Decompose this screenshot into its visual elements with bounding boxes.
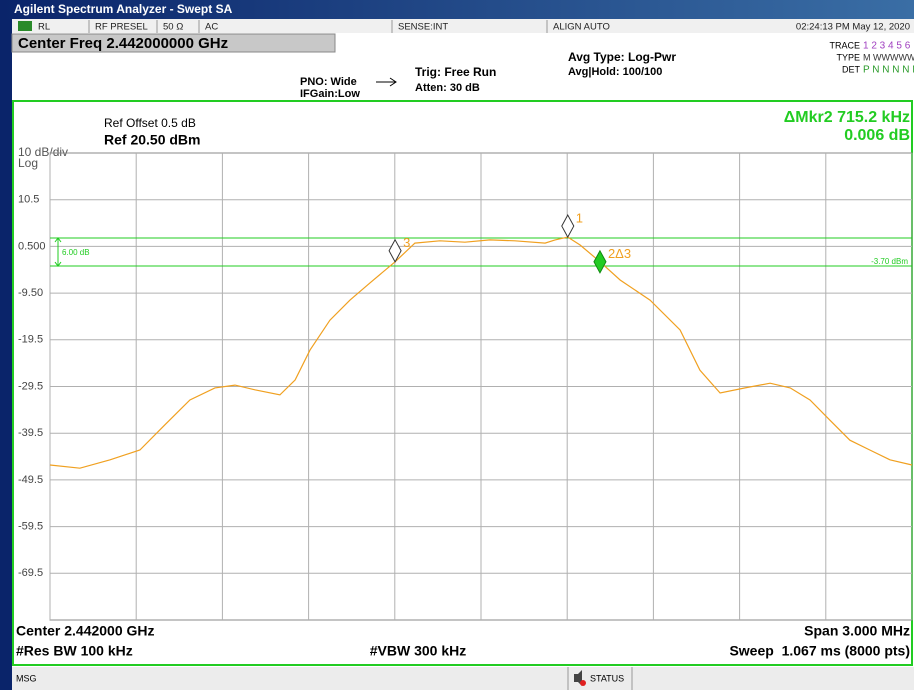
scale-type: Log [18,156,38,170]
y-tick-label: -49.5 [18,474,43,486]
status-items: RL RF PRESEL 50 Ω AC SENSE:INT ALIGN AUTO 02:2… [38,20,910,33]
status-item: 02:24:13 PM May 12, 2020 [796,22,910,33]
center-freq: Center Freq 2.442000000 GHz [18,35,228,52]
status-item: 50 Ω [163,22,183,33]
window-title: Agilent Spectrum Analyzer - Swept SA [14,2,233,16]
status-item: RF PRESEL [95,22,148,33]
status-item: AC [205,22,218,33]
ref-offset: Ref Offset 0.5 dB [104,116,196,130]
trace [49,236,913,469]
avg-hold: Avg|Hold: 100/100 [568,66,662,78]
marker-label: 2Δ3 [608,246,631,261]
display-offset-label: 6.00 dB [62,248,90,257]
status-icon [18,21,32,31]
y-tick-label: -29.5 [18,380,43,392]
status-item: ALIGN AUTO [553,22,610,33]
det-value: P N N N N N [863,65,914,76]
msg: MSG [16,673,37,683]
footer-sweep: Sweep 1.067 ms (8000 pts) [729,643,910,659]
display-line-label: -3.70 dBm [871,257,908,266]
y-tick-label: -19.5 [18,334,43,346]
marker-readout: ΔMkr2 715.2 kHz [784,109,910,126]
y-tick-label: -9.50 [18,287,43,299]
marker [593,249,607,274]
y-tick-label: -59.5 [18,521,43,533]
offset-arrow [54,237,62,267]
y-tick-label: -39.5 [18,427,43,439]
footer-span: Span 3.000 MHz [804,623,910,639]
avg-type: Avg Type: Log-Pwr [568,50,676,64]
marker [388,238,402,263]
status-item: RL [38,22,50,33]
status: STATUS [590,673,624,683]
scale: 10 dB/div [18,145,68,159]
type-value: M WWWWW [863,52,914,62]
y-tick-label: 0.500 [18,240,46,252]
type-label: TYPE [836,52,860,62]
status-speaker [574,670,582,686]
bottom-bar [12,667,914,690]
display-frame [12,100,913,666]
center-freq-box [11,33,336,53]
footer-center: Center 2.442000 GHz [16,623,155,639]
left-border [0,19,12,690]
footer-res-bw: #Res BW 100 kHz [16,643,133,659]
plot: 10.5 0.500 -9.50 -19.5 -29.5 -39.5 -49.5 -59.5 -… [18,153,913,620]
marker-delta: 0.006 dB [844,127,910,144]
marker-label: 3 [403,235,410,250]
status-dot [580,680,586,686]
footer-vbw: #VBW 300 kHz [370,643,466,659]
marker-label: 1 [576,210,583,225]
y-tick-label: -69.5 [18,567,43,579]
trig: Trig: Free Run [415,65,496,79]
pno: PNO: Wide [300,76,357,88]
trace-label: TRACE [829,40,860,50]
marker [561,214,575,239]
ref-level: Ref 20.50 dBm [104,132,200,148]
status-item: SENSE:INT [398,22,448,33]
det-label: DET [842,64,861,74]
pno-arrow [376,77,397,87]
status-row [12,19,914,33]
trace-value: 1 2 3 4 5 6 [863,41,911,52]
ifgain: IFGain:Low [300,88,360,100]
atten: Atten: 30 dB [415,82,480,94]
title-bar [0,0,914,19]
y-tick-label: 10.5 [18,194,39,206]
